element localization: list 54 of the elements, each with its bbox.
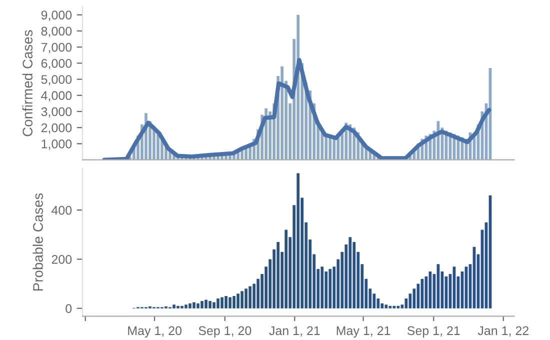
bar	[216, 298, 220, 308]
bar	[244, 288, 248, 308]
y-tick-label: 1,000	[42, 139, 72, 150]
bar	[328, 137, 332, 160]
y-axis-title: Confirmed Cases	[22, 30, 33, 136]
bar	[388, 306, 392, 308]
bar	[392, 306, 396, 308]
bar	[212, 302, 216, 308]
bar	[276, 242, 280, 308]
bar	[180, 306, 184, 308]
y-tick-label: 6,000	[41, 58, 72, 70]
x-tick-label: May 1, 20	[128, 326, 182, 338]
bar	[220, 297, 224, 308]
bar	[332, 138, 336, 160]
bar	[184, 304, 188, 308]
bar	[228, 297, 232, 308]
bar	[192, 302, 196, 308]
y-tick-label: 2,000	[41, 123, 72, 134]
y-tick-label: 8,000	[41, 26, 72, 38]
x-tick-label: Jan 1, 21	[269, 326, 320, 337]
y-tick-label: 5,000	[41, 75, 72, 86]
y-tick-label: 9,000	[41, 10, 72, 21]
y-tick-label: 7,000	[41, 42, 72, 54]
line-series	[102, 58, 492, 160]
bar	[240, 291, 244, 308]
bar	[236, 294, 240, 308]
bar	[204, 300, 208, 308]
y-tick-label: 400	[52, 206, 72, 215]
bar	[296, 173, 300, 308]
bar	[188, 303, 192, 308]
bar	[320, 266, 324, 308]
x-tick-label: Sep 1, 20	[198, 326, 252, 338]
bar	[208, 300, 212, 308]
bar	[328, 269, 332, 308]
y-tick-label: 3,000	[41, 107, 72, 118]
y-tick-label: 0	[66, 304, 72, 313]
bar	[348, 237, 352, 308]
bar	[232, 296, 236, 308]
y-axis-title: Probable Cases	[32, 193, 43, 291]
bar	[248, 286, 252, 308]
bar	[196, 303, 200, 308]
y-tick-label: 4,000	[41, 91, 72, 102]
bar	[224, 296, 228, 308]
x-tick-label: Sep 1, 21	[407, 326, 460, 338]
bar	[384, 304, 388, 308]
x-tick-label: May 1, 21	[336, 326, 390, 338]
bar	[280, 66, 284, 160]
x-tick-label: Jan 1, 22	[478, 326, 528, 337]
bar	[396, 306, 400, 308]
bar	[172, 304, 176, 308]
bar	[284, 230, 288, 308]
bar	[176, 306, 180, 308]
y-tick-label: 200	[52, 255, 72, 264]
bar	[200, 300, 204, 308]
